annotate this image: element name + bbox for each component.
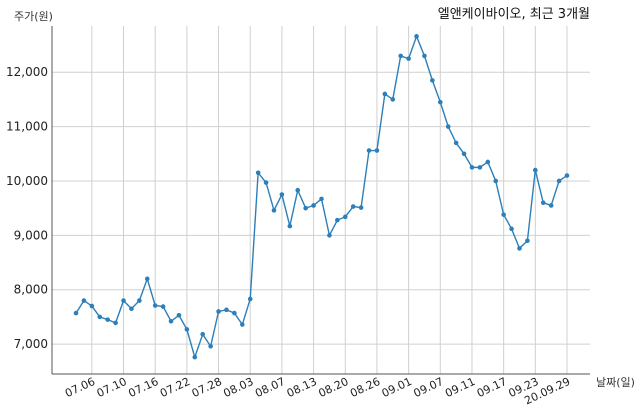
data-point bbox=[430, 78, 435, 83]
data-point bbox=[224, 307, 229, 313]
data-point bbox=[477, 165, 483, 170]
data-point bbox=[319, 196, 324, 202]
axes bbox=[51, 26, 590, 375]
data-point bbox=[113, 320, 118, 326]
data-point bbox=[73, 310, 79, 316]
data-point bbox=[295, 187, 301, 193]
x-tick-label: 07.28 bbox=[190, 375, 224, 400]
y-tick-label: 12,000 bbox=[6, 65, 48, 79]
data-point bbox=[453, 140, 459, 146]
data-point bbox=[342, 214, 348, 220]
data-point bbox=[366, 148, 372, 153]
price-series-points bbox=[73, 34, 570, 360]
data-point bbox=[160, 304, 166, 309]
data-point bbox=[445, 124, 451, 129]
data-point bbox=[374, 148, 380, 153]
data-point bbox=[200, 332, 206, 337]
x-tick-label: 08.03 bbox=[221, 375, 255, 400]
data-point bbox=[327, 233, 332, 238]
x-tick-label: 07.10 bbox=[95, 375, 129, 400]
data-point bbox=[263, 180, 269, 185]
y-tick-labels: 7,000 8,000 9,000 10,000 11,000 12,000 bbox=[6, 65, 48, 351]
data-point bbox=[247, 296, 253, 302]
x-tick-label: 09.17 bbox=[475, 375, 509, 400]
data-point bbox=[540, 200, 546, 206]
data-point bbox=[279, 192, 285, 197]
data-point bbox=[240, 322, 245, 327]
data-point bbox=[184, 327, 190, 332]
data-point bbox=[89, 303, 95, 309]
data-point bbox=[216, 309, 221, 314]
data-point bbox=[168, 318, 174, 324]
y-tick-label: 8,000 bbox=[14, 283, 48, 297]
x-axis-label: 날짜(일) bbox=[596, 375, 635, 389]
data-point bbox=[493, 178, 499, 184]
data-point bbox=[422, 53, 427, 59]
data-point bbox=[525, 238, 530, 244]
data-point bbox=[406, 56, 411, 61]
data-point bbox=[129, 306, 134, 312]
data-point bbox=[517, 246, 522, 251]
data-point bbox=[501, 212, 506, 217]
y-tick-label: 11,000 bbox=[6, 120, 48, 134]
data-point bbox=[271, 208, 277, 213]
x-tick-labels: 07.0607.1007.1607.2207.2808.0308.0708.13… bbox=[63, 375, 572, 407]
x-tick-label: 09.07 bbox=[412, 375, 446, 400]
data-point bbox=[358, 205, 364, 210]
data-point bbox=[105, 317, 110, 322]
data-point bbox=[461, 151, 467, 157]
chart-title: 엘앤케이바이오, 최근 3개월 bbox=[438, 7, 590, 22]
data-point bbox=[390, 97, 396, 102]
data-point bbox=[81, 298, 87, 303]
x-tick-label: 08.20 bbox=[316, 375, 350, 400]
data-point bbox=[121, 298, 126, 303]
data-point bbox=[255, 170, 261, 176]
grid-lines bbox=[52, 26, 590, 374]
data-point bbox=[335, 217, 340, 223]
x-tick-label: 08.26 bbox=[348, 375, 382, 400]
data-point bbox=[533, 167, 538, 173]
y-axis-label: 주가(원) bbox=[14, 10, 53, 23]
data-point bbox=[485, 159, 491, 165]
y-tick-label: 9,000 bbox=[14, 228, 48, 242]
data-point bbox=[398, 53, 403, 59]
x-tick-label: 09.01 bbox=[380, 375, 414, 400]
x-tick-label: 08.07 bbox=[253, 375, 287, 400]
data-point bbox=[382, 91, 388, 97]
data-point bbox=[350, 204, 356, 209]
y-tick-label: 7,000 bbox=[14, 337, 48, 351]
data-point bbox=[287, 223, 293, 229]
y-tick-label: 10,000 bbox=[6, 174, 48, 188]
data-point bbox=[97, 314, 103, 320]
x-tick-label: 09.11 bbox=[443, 375, 477, 400]
data-point bbox=[137, 298, 142, 303]
x-tick-label: 07.22 bbox=[158, 375, 192, 400]
data-point bbox=[152, 303, 158, 308]
data-point bbox=[144, 276, 150, 282]
x-tick-label: 07.16 bbox=[126, 375, 160, 400]
data-point bbox=[414, 34, 419, 39]
x-tick-label: 08.13 bbox=[285, 375, 319, 400]
data-point bbox=[176, 312, 182, 318]
data-point bbox=[548, 203, 554, 208]
data-point bbox=[303, 205, 308, 211]
data-point bbox=[232, 310, 237, 316]
data-point bbox=[311, 203, 316, 208]
data-point bbox=[208, 343, 213, 349]
data-point bbox=[469, 165, 475, 170]
data-point bbox=[192, 354, 198, 360]
x-tick-label: 07.06 bbox=[63, 375, 97, 400]
data-point bbox=[564, 173, 570, 178]
data-point bbox=[556, 178, 562, 184]
data-point bbox=[437, 99, 443, 105]
data-point bbox=[509, 226, 514, 232]
